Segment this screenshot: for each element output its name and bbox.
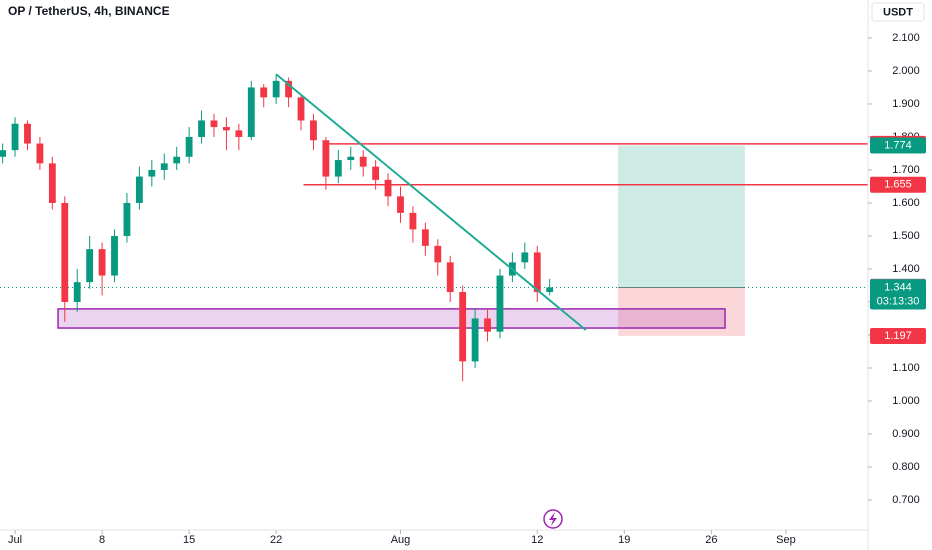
candle-body [334,160,342,177]
y-tick-label: 0.900 [892,428,920,440]
chart-title: OP / TetherUS, 4h, BINANCE [8,4,170,18]
y-tick-label: 1.100 [892,362,920,374]
candle-body [210,120,218,128]
candle-body [48,163,56,203]
x-tick-label: 12 [531,534,543,546]
candle-body [372,166,380,180]
candle-body [347,156,355,161]
y-tick-label: 1.700 [892,164,920,176]
candle-body [198,120,205,137]
candle-body [86,249,94,283]
x-tick-label: 8 [99,534,105,546]
candle-body [185,136,193,157]
currency: USDT [883,6,913,18]
x-tick-label: Sep [776,534,796,546]
candle-body [173,156,181,164]
candle-body [0,150,7,157]
x-tick-label: 19 [618,534,630,546]
target-zone [618,145,745,288]
x-tick-label: Jul [8,534,22,546]
candle-body [160,163,168,170]
candle-body [359,156,367,167]
candle-body [235,130,243,137]
plot-area [0,73,868,382]
y-tick-label: 1.000 [892,395,920,407]
candle-body [421,229,429,246]
candle-body [409,212,417,230]
candle-body [111,235,118,276]
y-tick-label: 0.700 [892,494,920,506]
y-tick-label: 2.000 [892,65,920,77]
candle-body [285,80,293,98]
y-tick-label: 1.900 [892,98,920,110]
y-tick-label: 1.400 [892,263,920,275]
x-tick-label: Aug [391,534,411,546]
candle-body [434,245,442,263]
support-zone [57,308,726,329]
candle-body [36,143,44,164]
candle-body [471,318,479,362]
stop-price-label: 1.197 [884,330,912,342]
line-price-label-box [870,176,926,193]
trendline [275,73,587,331]
candle-body [123,202,131,236]
candle-body [297,97,305,121]
y-tick-label: 1.500 [892,230,920,242]
currency-box[interactable] [871,2,925,22]
candle-body [260,87,268,98]
last-price-label-box [870,279,926,310]
line-price-label: 1.655 [884,179,912,191]
candle-body [11,123,19,151]
candle-body [384,179,392,197]
x-tick-label: 22 [270,534,282,546]
candle-body [135,176,143,203]
last-price-label: 1.344 [884,281,912,293]
candle-body [272,80,280,98]
x-tick-label: 26 [705,534,717,546]
candle-body [322,140,330,177]
stop-price-label-box [870,327,926,344]
candle-body [222,127,230,131]
candle-body [496,275,504,332]
y-tick-label: 2.100 [892,32,920,44]
target-price-label-box [870,137,926,154]
candle-body [533,252,541,293]
candle-body [310,120,317,141]
candle-body [397,196,404,213]
countdown: 03:13:30 [877,295,920,307]
candle-body [24,123,31,144]
candle-body [459,292,467,362]
y-tick-label: 0.800 [892,461,920,473]
candle-body [546,287,554,293]
candle-body [521,252,529,263]
candle-body [73,282,81,302]
candle-body [247,87,255,137]
y-tick-label: 1.600 [892,197,920,209]
lightning-bolt [549,512,557,526]
candle-body [98,249,106,276]
candle-body [484,318,491,332]
x-tick-label: 15 [183,534,195,546]
target-price-label: 1.774 [884,139,912,151]
candle-body [148,169,156,177]
candle-body [446,262,454,293]
candle-body [61,202,69,302]
